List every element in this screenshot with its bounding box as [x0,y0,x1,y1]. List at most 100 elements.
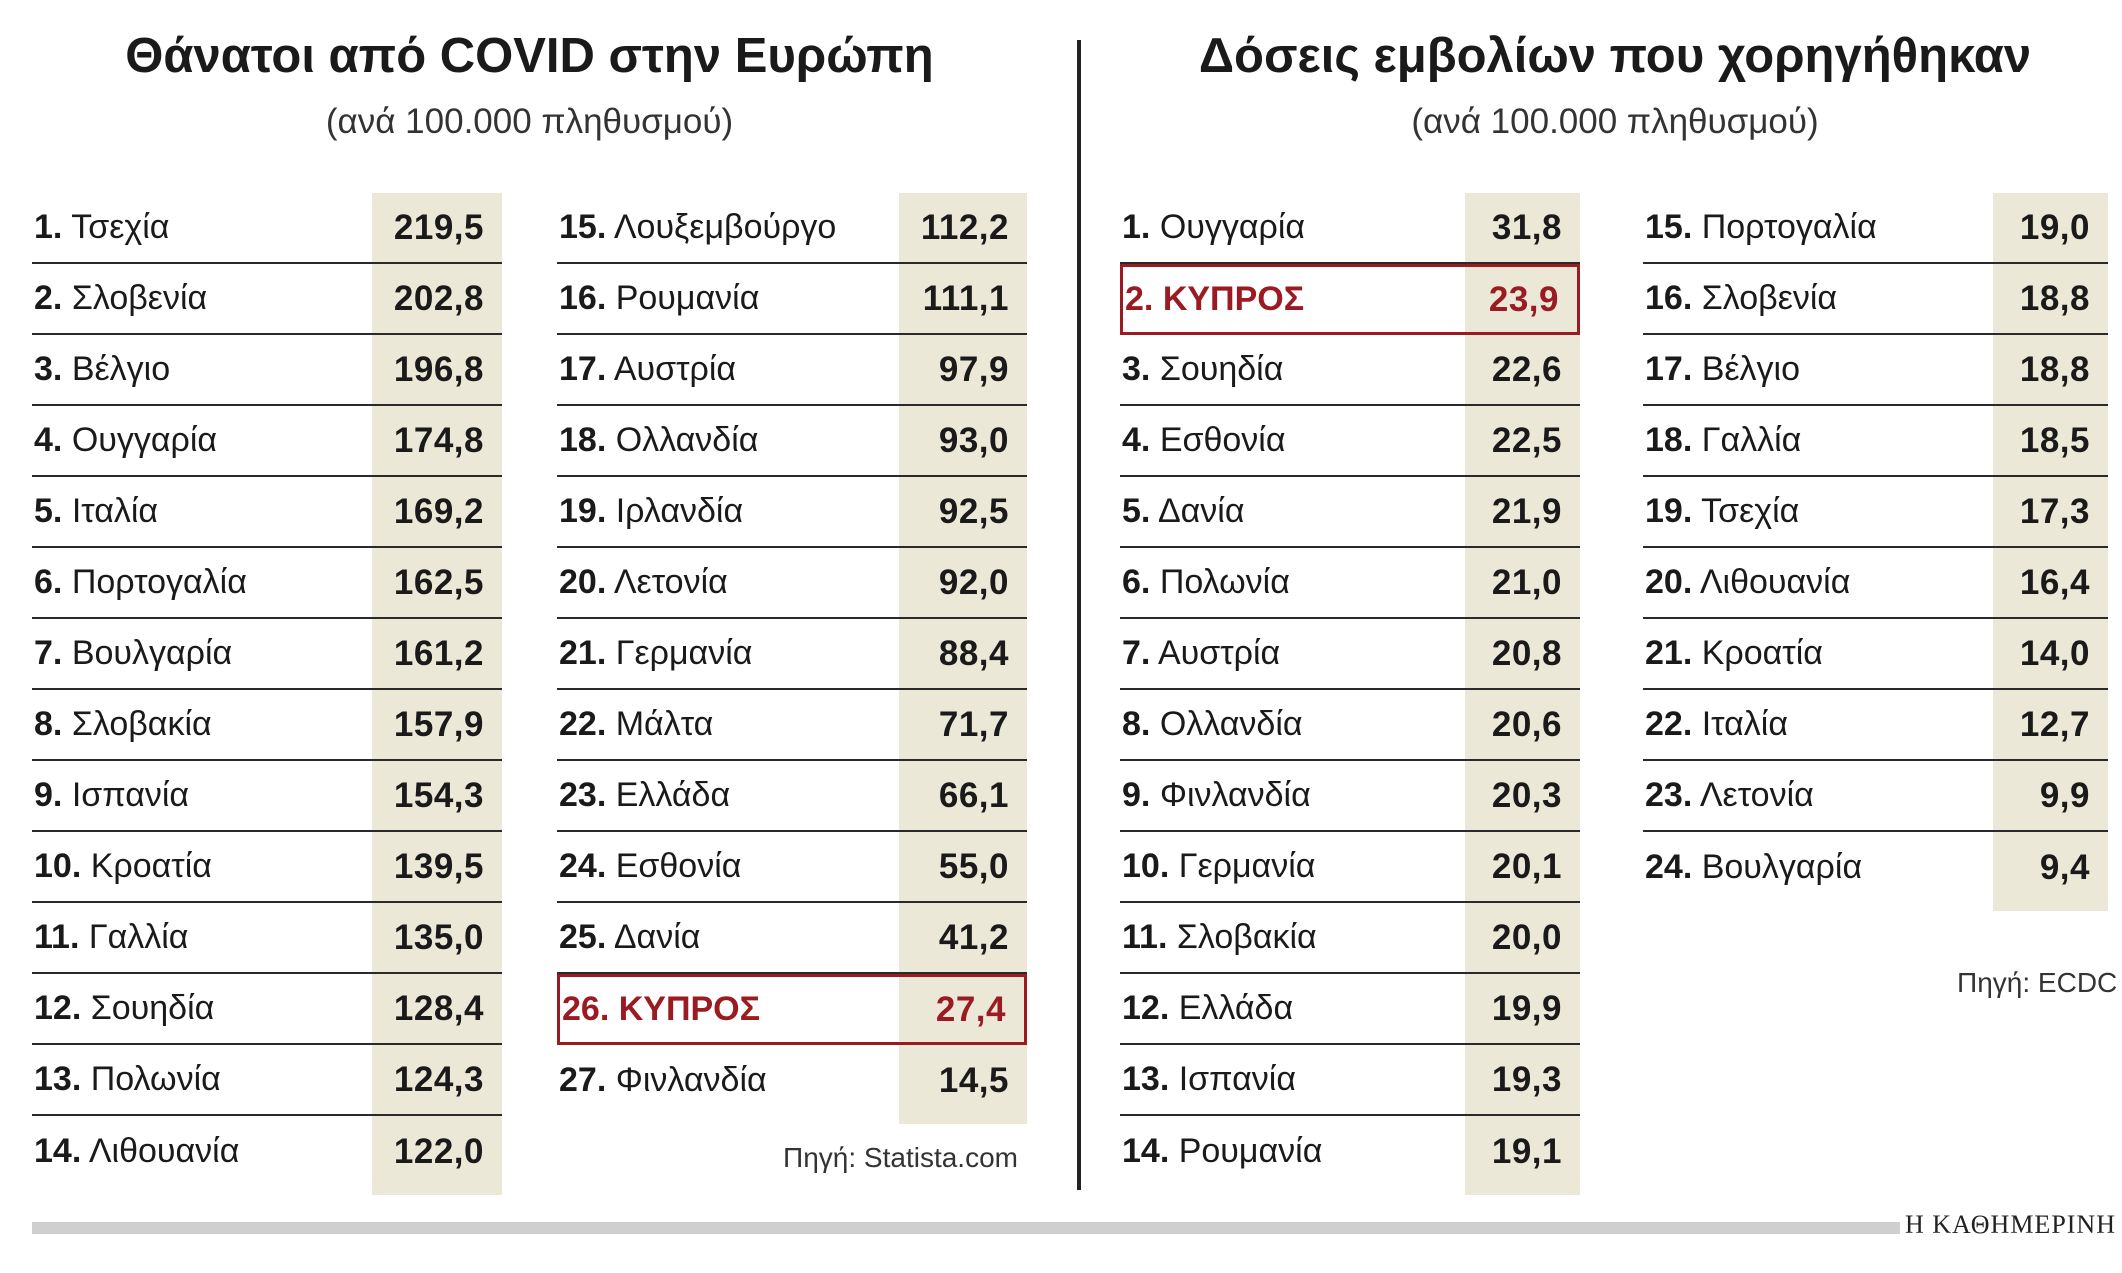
table-row: 17. Βέλγιο 18,8 [1643,335,2108,406]
table-row: 25. Δανία 41,2 [557,903,1027,974]
country-name: Εσθονία [615,847,742,885]
table-row: 13. Πολωνία 124,3 [32,1045,502,1116]
rank-number: 19. [559,492,607,530]
country-name: ΚΥΠΡΟΣ [618,990,761,1028]
rank-number: 25. [559,918,607,956]
table-row: 24. Εσθονία 55,0 [557,832,1027,903]
table-row: 18. Γαλλία 18,5 [1643,406,2108,477]
value-cell: 19,3 [1491,1059,1562,1099]
rank-number: 21. [559,634,607,672]
table-row: 12. Σουηδία 128,4 [32,974,502,1045]
table-row: 11. Σλοβακία 20,0 [1120,903,1580,974]
value-column-background [372,193,502,1195]
vaccines-subtitle: (ανά 100.000 πληθυσμού) [1411,102,1819,141]
table-row: 3. Βέλγιο 196,8 [32,335,502,406]
country-name: Λετονία [613,563,728,601]
rank-number: 7. [34,634,63,672]
country-name: Ισπανία [71,776,190,814]
country-name: Ουγγαρία [71,421,218,459]
value-cell: 12,7 [2019,704,2090,744]
deaths-title: Θάνατοι από COVID στην Ευρώπη [125,29,934,83]
country-label: 19. Ιρλανδία [557,492,1027,531]
rank-number: 19. [1645,492,1693,530]
country-name: Πορτογαλία [71,563,247,601]
country-label: 12. Σουηδία [32,989,502,1028]
table-row: 9. Φινλανδία 20,3 [1120,761,1580,832]
country-name: Σουηδία [90,989,215,1027]
table-row: 21. Κροατία 14,0 [1643,619,2108,690]
value-cell: 135,0 [393,917,484,957]
country-label: 10. Κροατία [32,847,502,886]
table-row: 22. Ιταλία 12,7 [1643,690,2108,761]
country-name: Γαλλία [1701,421,1802,459]
country-label: 2. ΚΥΠΡΟΣ [1123,280,1577,319]
country-label: 6. Πολωνία [1120,563,1580,602]
table-row: 12. Ελλάδα 19,9 [1120,974,1580,1045]
country-label: 18. Ολλανδία [557,421,1027,460]
value-cell: 20,0 [1491,917,1562,957]
country-name: Ιταλία [71,492,159,530]
rank-number: 24. [559,847,607,885]
country-label: 5. Ιταλία [32,492,502,531]
value-cell: 92,5 [938,491,1009,531]
value-cell: 21,0 [1491,562,1562,602]
country-name: Φινλανδία [615,1061,767,1099]
country-name: Ελλάδα [615,776,731,814]
rank-number: 22. [1645,705,1693,743]
country-name: Ολλανδία [1159,705,1303,743]
vaccines-title: Δόσεις εμβολίων που χορηγήθηκαν [1198,29,2032,83]
value-cell: 161,2 [393,633,484,673]
vaccines-table-column-1: 1. Ουγγαρία 31,8 2. ΚΥΠΡΟΣ 23,9 3. Σουηδία 22… [1120,193,1580,1195]
country-label: 4. Εσθονία [1120,421,1580,460]
value-cell: 20,3 [1491,775,1562,815]
value-cell: 55,0 [938,846,1009,886]
country-label: 12. Ελλάδα [1120,989,1580,1028]
country-name: Ρουμανία [615,279,760,317]
country-name: Κροατία [1701,634,1823,672]
table-row: 20. Λιθουανία 16,4 [1643,548,2108,619]
country-name: Ελλάδα [1178,989,1294,1027]
vaccines-source: Πηγή: ECDC [1957,967,2118,998]
country-label: 17. Βέλγιο [1643,350,2108,389]
table-row: 4. Εσθονία 22,5 [1120,406,1580,477]
rank-number: 2. [34,279,63,317]
table-row: 10. Γερμανία 20,1 [1120,832,1580,903]
country-name: Αυστρία [1157,634,1281,672]
rank-number: 4. [34,421,63,459]
rank-number: 5. [1122,492,1151,530]
country-label: 16. Σλοβενία [1643,279,2108,318]
country-label: 22. Μάλτα [557,705,1027,744]
country-name: Λιθουανία [88,1132,240,1170]
value-cell: 122,0 [393,1131,484,1171]
country-label: 1. Ουγγαρία [1120,208,1580,247]
country-name: Σλοβενία [1701,279,1838,317]
country-label: 11. Σλοβακία [1120,918,1580,957]
rank-number: 3. [34,350,63,388]
rank-number: 1. [1122,208,1151,246]
value-cell: 19,9 [1491,988,1562,1028]
value-cell: 202,8 [393,278,484,318]
rank-number: 11. [34,918,80,956]
country-label: 7. Βουλγαρία [32,634,502,673]
rank-number: 18. [1645,421,1693,459]
country-label: 27. Φινλανδία [557,1061,1027,1100]
country-label: 17. Αυστρία [557,350,1027,389]
table-row: 15. Πορτογαλία 19,0 [1643,193,2108,264]
rank-number: 3. [1122,350,1151,388]
country-label: 19. Τσεχία [1643,492,2108,531]
country-label: 7. Αυστρία [1120,634,1580,673]
country-name: Ρουμανία [1178,1132,1323,1170]
rank-number: 1. [34,208,63,246]
country-label: 3. Βέλγιο [32,350,502,389]
rank-number: 14. [1122,1132,1170,1170]
table-row: 23. Λετονία 9,9 [1643,761,2108,832]
country-label: 21. Γερμανία [557,634,1027,673]
country-label: 4. Ουγγαρία [32,421,502,460]
value-cell: 20,8 [1491,633,1562,673]
country-name: Πολωνία [90,1060,221,1098]
country-name: Λετονία [1699,776,1814,814]
country-name: Γαλλία [88,918,189,956]
table-row: 19. Ιρλανδία 92,5 [557,477,1027,548]
value-cell: 139,5 [393,846,484,886]
country-name: Βουλγαρία [1701,848,1863,886]
